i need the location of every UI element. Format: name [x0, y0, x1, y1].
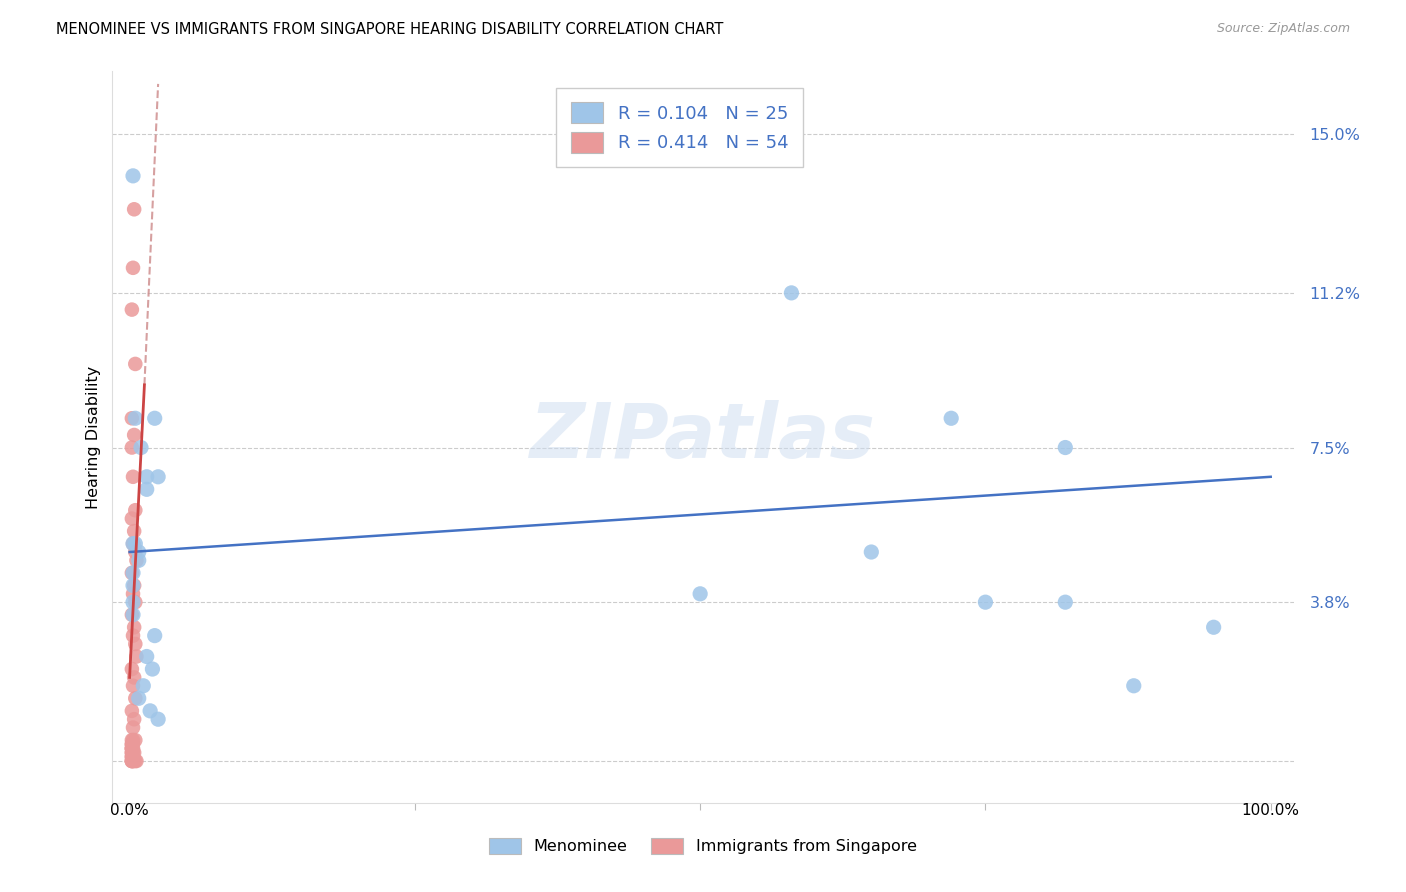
Point — [128, 691, 150, 706]
Point — [122, 670, 145, 684]
Text: Source: ZipAtlas.com: Source: ZipAtlas.com — [1216, 22, 1350, 36]
Point — [124, 545, 146, 559]
Point — [125, 553, 148, 567]
Point — [121, 566, 143, 580]
Point — [122, 202, 145, 217]
Point — [780, 285, 803, 300]
Point — [129, 441, 152, 455]
Point — [135, 483, 157, 497]
Point — [122, 754, 145, 768]
Point — [1054, 595, 1077, 609]
Point — [121, 754, 143, 768]
Point — [146, 470, 169, 484]
Point — [122, 754, 145, 768]
Point — [122, 746, 145, 760]
Point — [974, 595, 997, 609]
Point — [122, 733, 145, 747]
Point — [124, 637, 146, 651]
Point — [122, 746, 145, 760]
Point — [121, 704, 143, 718]
Point — [121, 749, 143, 764]
Point — [122, 607, 145, 622]
Point — [122, 712, 145, 726]
Point — [122, 470, 145, 484]
Y-axis label: Hearing Disability: Hearing Disability — [86, 366, 101, 508]
Point — [125, 754, 148, 768]
Point — [1202, 620, 1225, 634]
Point — [121, 746, 143, 760]
Point — [121, 754, 143, 768]
Point — [128, 553, 150, 567]
Point — [124, 691, 146, 706]
Point — [689, 587, 711, 601]
Point — [122, 721, 145, 735]
Point — [128, 545, 150, 559]
Point — [121, 749, 143, 764]
Point — [122, 536, 145, 550]
Point — [141, 662, 163, 676]
Point — [941, 411, 963, 425]
Text: MENOMINEE VS IMMIGRANTS FROM SINGAPORE HEARING DISABILITY CORRELATION CHART: MENOMINEE VS IMMIGRANTS FROM SINGAPORE H… — [56, 22, 724, 37]
Point — [121, 441, 143, 455]
Text: ZIPatlas: ZIPatlas — [530, 401, 876, 474]
Point — [121, 511, 143, 525]
Point — [143, 629, 166, 643]
Point — [124, 733, 146, 747]
Point — [124, 357, 146, 371]
Point — [122, 578, 145, 592]
Point — [860, 545, 883, 559]
Point — [122, 595, 145, 609]
Point — [122, 587, 145, 601]
Point — [121, 737, 143, 751]
Point — [122, 536, 145, 550]
Point — [122, 566, 145, 580]
Point — [121, 607, 143, 622]
Point — [121, 411, 143, 425]
Point — [121, 737, 143, 751]
Point — [132, 679, 155, 693]
Point — [121, 741, 143, 756]
Point — [122, 524, 145, 538]
Point — [135, 470, 157, 484]
Point — [121, 662, 143, 676]
Point — [125, 649, 148, 664]
Point — [146, 712, 169, 726]
Point — [121, 746, 143, 760]
Point — [121, 741, 143, 756]
Point — [1054, 441, 1077, 455]
Point — [121, 741, 143, 756]
Point — [121, 754, 143, 768]
Point — [121, 302, 143, 317]
Point — [122, 428, 145, 442]
Point — [124, 595, 146, 609]
Point — [124, 503, 146, 517]
Point — [122, 737, 145, 751]
Point — [122, 749, 145, 764]
Point — [124, 411, 146, 425]
Point — [124, 536, 146, 550]
Point — [122, 260, 145, 275]
Point — [1122, 679, 1144, 693]
Point — [124, 754, 146, 768]
Text: 0.0%: 0.0% — [110, 803, 149, 818]
Point — [121, 733, 143, 747]
Point — [122, 169, 145, 183]
Legend: Menominee, Immigrants from Singapore: Menominee, Immigrants from Singapore — [482, 831, 924, 861]
Point — [122, 629, 145, 643]
Point — [122, 578, 145, 592]
Point — [143, 411, 166, 425]
Point — [122, 679, 145, 693]
Point — [135, 649, 157, 664]
Point — [122, 620, 145, 634]
Point — [139, 704, 162, 718]
Point — [122, 741, 145, 756]
Text: 100.0%: 100.0% — [1241, 803, 1299, 818]
